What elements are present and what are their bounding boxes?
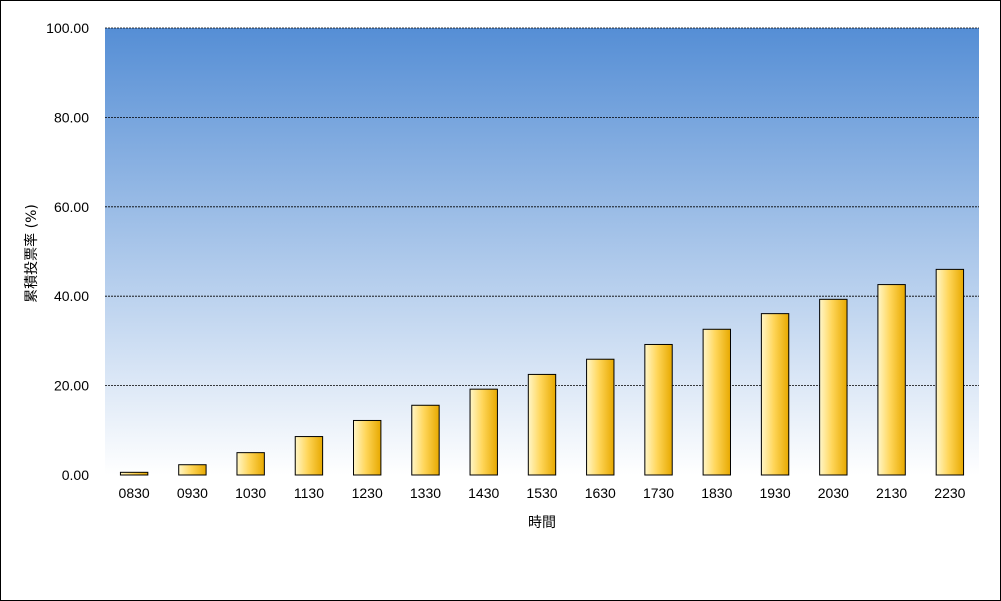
- bar-2230: [935, 268, 965, 476]
- bar-1730: [644, 343, 673, 476]
- x-tick-label: 1630: [585, 485, 616, 501]
- x-tick-label: 1230: [352, 485, 383, 501]
- bar-1630: [586, 358, 615, 476]
- x-tick-label: 0830: [119, 485, 150, 501]
- y-axis-title: 累積投票率 (%): [23, 204, 40, 303]
- x-tick-label: 2130: [876, 485, 907, 501]
- x-tick-label: 2030: [818, 485, 849, 501]
- x-tick-label: 1130: [294, 485, 324, 501]
- bar-0830: [119, 471, 149, 476]
- bar-1130: [294, 436, 324, 476]
- y-tick-label: 0.00: [62, 467, 89, 483]
- y-tick-label: 80.00: [54, 109, 89, 125]
- bar-1530: [527, 373, 557, 476]
- bars: [119, 268, 965, 476]
- bar-1330: [411, 404, 440, 476]
- bar-2030: [819, 298, 848, 476]
- y-tick-label: 20.00: [54, 378, 89, 394]
- x-tick-label: 0930: [177, 485, 208, 501]
- bar-1230: [353, 419, 382, 476]
- bar-1930: [760, 313, 790, 476]
- bar-2130: [877, 284, 906, 476]
- x-tick-label: 1830: [701, 485, 732, 501]
- y-tick-label: 60.00: [54, 199, 89, 215]
- y-tick-label: 100.00: [46, 20, 89, 36]
- y-axis-ticks: 0.00 20.00 40.00 60.00 80.00 100.00: [46, 20, 89, 483]
- x-tick-label: 1930: [759, 485, 790, 501]
- x-tick-label: 1030: [235, 485, 266, 501]
- x-tick-label: 1730: [643, 485, 674, 501]
- x-axis-ticks: 0830 0930 1030 1130 1230 1330 1430 1530 1630 1730…: [119, 485, 966, 501]
- x-tick-label: 1530: [526, 485, 557, 501]
- bar-1830: [702, 328, 731, 476]
- x-tick-label: 1430: [468, 485, 499, 501]
- x-tick-label: 1330: [410, 485, 441, 501]
- x-tick-label: 2230: [934, 485, 965, 501]
- bar-1030: [236, 452, 265, 476]
- bar-0930: [178, 464, 207, 476]
- x-axis-title: 時間: [528, 515, 556, 531]
- bar-1430: [469, 388, 498, 476]
- y-tick-label: 40.00: [54, 288, 89, 304]
